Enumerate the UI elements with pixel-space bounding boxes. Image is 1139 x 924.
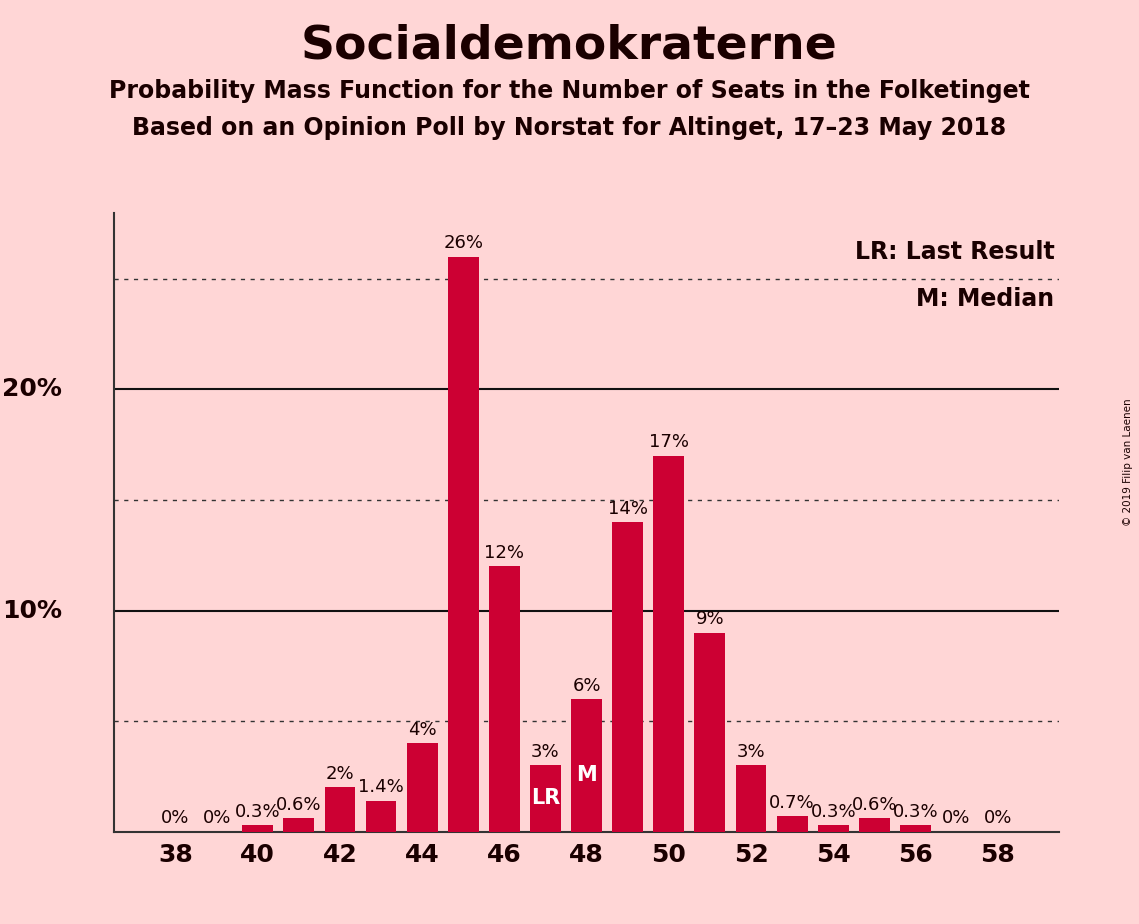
Bar — [613, 522, 644, 832]
Bar — [530, 765, 560, 832]
Bar — [818, 825, 849, 832]
Text: 0%: 0% — [203, 809, 231, 827]
Text: 6%: 6% — [572, 676, 601, 695]
Text: 10%: 10% — [2, 599, 62, 623]
Text: 4%: 4% — [408, 721, 436, 739]
Bar — [777, 816, 808, 832]
Text: LR: Last Result: LR: Last Result — [854, 240, 1055, 264]
Text: 12%: 12% — [484, 544, 524, 562]
Text: Based on an Opinion Poll by Norstat for Altinget, 17–23 May 2018: Based on an Opinion Poll by Norstat for … — [132, 116, 1007, 140]
Text: M: M — [576, 765, 597, 785]
Bar — [654, 456, 685, 832]
Text: 0.7%: 0.7% — [769, 794, 814, 811]
Text: 17%: 17% — [649, 433, 689, 451]
Text: 20%: 20% — [2, 377, 62, 401]
Text: 0%: 0% — [942, 809, 970, 827]
Bar — [571, 699, 603, 832]
Text: 1.4%: 1.4% — [358, 778, 404, 796]
Text: 2%: 2% — [326, 765, 354, 783]
Bar — [489, 566, 519, 832]
Bar — [243, 825, 273, 832]
Text: 0.6%: 0.6% — [276, 796, 321, 814]
Bar — [407, 743, 437, 832]
Text: 26%: 26% — [443, 235, 483, 252]
Bar — [695, 633, 726, 832]
Text: 0%: 0% — [983, 809, 1011, 827]
Text: 9%: 9% — [696, 610, 724, 628]
Bar — [900, 825, 931, 832]
Bar — [448, 257, 478, 832]
Text: 0.3%: 0.3% — [893, 803, 939, 821]
Text: 0%: 0% — [162, 809, 190, 827]
Text: 0.6%: 0.6% — [852, 796, 898, 814]
Text: Socialdemokraterne: Socialdemokraterne — [301, 23, 838, 68]
Text: © 2019 Filip van Laenen: © 2019 Filip van Laenen — [1123, 398, 1133, 526]
Bar — [366, 800, 396, 832]
Text: 0.3%: 0.3% — [810, 803, 857, 821]
Text: 14%: 14% — [608, 500, 648, 517]
Bar — [859, 819, 890, 832]
Text: 0.3%: 0.3% — [235, 803, 280, 821]
Text: 3%: 3% — [737, 743, 765, 760]
Text: 3%: 3% — [531, 743, 559, 760]
Bar — [325, 787, 355, 832]
Bar — [284, 819, 314, 832]
Text: LR: LR — [531, 788, 560, 808]
Bar — [736, 765, 767, 832]
Text: M: Median: M: Median — [917, 286, 1055, 310]
Text: Probability Mass Function for the Number of Seats in the Folketinget: Probability Mass Function for the Number… — [109, 79, 1030, 103]
